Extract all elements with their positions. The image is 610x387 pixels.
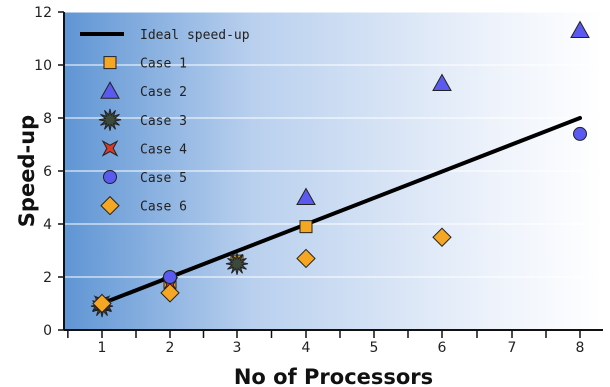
legend-item-case-4: Case 4 (101, 140, 187, 157)
legend-item-case-1: Case 1 (103, 56, 187, 72)
legend-label: Case 2 (140, 85, 187, 100)
x-tick-label: 3 (233, 340, 242, 356)
y-tick-label: 12 (34, 5, 52, 21)
case-3-point (225, 252, 249, 275)
legend-label: Case 4 (140, 142, 187, 157)
x-tick-label: 4 (302, 340, 311, 356)
y-tick-label: 8 (43, 111, 52, 127)
x-tick-label: 2 (166, 340, 175, 356)
legend-label: Ideal speed-up (140, 28, 250, 43)
y-tick-label: 4 (43, 217, 52, 233)
x-tick-label: 8 (576, 340, 585, 356)
legend-item-case-5: Case 5 (103, 170, 187, 186)
legend-label: Case 6 (140, 200, 187, 215)
y-tick-label: 2 (43, 270, 52, 286)
legend-marker-case-5 (103, 170, 117, 184)
x-axis-label: No of Processors (234, 365, 433, 387)
y-tick-label: 6 (43, 164, 52, 180)
case-1-point (299, 220, 313, 234)
series-ideal-speed-up (100, 116, 582, 306)
legend-marker-case-1 (103, 56, 117, 70)
ideal-speedup-line (100, 116, 582, 306)
case-2-point (570, 20, 590, 39)
legend-item-case-6: Case 6 (100, 195, 187, 216)
legend-label: Case 3 (140, 114, 187, 129)
legend-marker-case-3 (98, 108, 122, 131)
legend-label: Case 5 (140, 171, 187, 186)
case-5-point (163, 270, 177, 284)
series-case-6 (92, 227, 452, 314)
case-5-point (573, 126, 587, 141)
legend-label: Case 1 (140, 57, 187, 72)
legend-marker-case-4 (101, 140, 119, 157)
legend-item-case-2: Case 2 (100, 81, 187, 100)
legend-marker-case-2 (100, 81, 120, 99)
legend-marker-case-6 (100, 195, 120, 216)
x-tick-label: 6 (438, 340, 447, 356)
y-tick-label: 10 (34, 58, 52, 74)
case-6-point (160, 283, 180, 303)
case-6-point (432, 227, 452, 247)
case-2-point (432, 73, 452, 92)
gridlines (64, 11, 603, 278)
y-axis-label: Speed-up (15, 115, 39, 227)
data-series (90, 20, 590, 318)
legend: Ideal speed-up Case 1 Case 2 Case 3 Case 4 Ca… (80, 28, 250, 216)
legend-item-ideal-speed-up: Ideal speed-up (80, 28, 250, 43)
case-6-point (296, 248, 316, 269)
x-tick-label: 7 (508, 340, 517, 356)
case-2-point (296, 187, 316, 205)
y-tick-label: 0 (43, 323, 52, 339)
case-6-point (92, 293, 112, 314)
legend-item-case-3: Case 3 (98, 108, 187, 131)
x-tick-label: 1 (98, 340, 107, 356)
x-tick-label: 5 (370, 340, 379, 356)
